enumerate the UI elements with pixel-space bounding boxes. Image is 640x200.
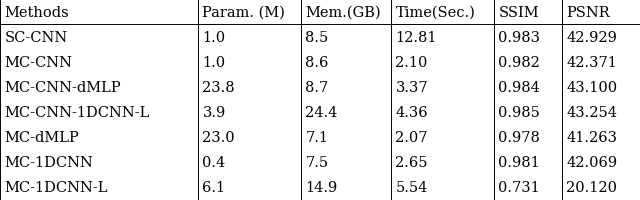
Text: 20.120: 20.120: [566, 181, 618, 194]
Text: 4.36: 4.36: [396, 106, 428, 119]
Text: Mem.(GB): Mem.(GB): [305, 6, 381, 19]
Text: 42.069: 42.069: [566, 156, 618, 169]
Text: 0.982: 0.982: [499, 56, 540, 69]
Text: 14.9: 14.9: [305, 181, 338, 194]
Text: 2.65: 2.65: [396, 156, 428, 169]
Text: 0.731: 0.731: [499, 181, 540, 194]
Text: 2.07: 2.07: [396, 131, 428, 144]
Text: SSIM: SSIM: [499, 6, 539, 19]
Text: 6.1: 6.1: [202, 181, 226, 194]
Text: MC-CNN: MC-CNN: [4, 56, 72, 69]
Text: 23.8: 23.8: [202, 81, 235, 94]
Text: MC-1DCNN: MC-1DCNN: [4, 156, 93, 169]
Text: MC-CNN-dMLP: MC-CNN-dMLP: [4, 81, 121, 94]
Text: Time(Sec.): Time(Sec.): [396, 6, 476, 19]
Text: 42.371: 42.371: [566, 56, 618, 69]
Text: 8.5: 8.5: [305, 31, 329, 44]
Text: 43.254: 43.254: [566, 106, 618, 119]
Text: 42.929: 42.929: [566, 31, 618, 44]
Text: 24.4: 24.4: [305, 106, 338, 119]
Text: 12.81: 12.81: [396, 31, 437, 44]
Text: 41.263: 41.263: [566, 131, 618, 144]
Text: 0.983: 0.983: [499, 31, 540, 44]
Text: MC-dMLP: MC-dMLP: [4, 131, 79, 144]
Text: 23.0: 23.0: [202, 131, 235, 144]
Text: 7.1: 7.1: [305, 131, 328, 144]
Text: 43.100: 43.100: [566, 81, 618, 94]
Text: 1.0: 1.0: [202, 31, 226, 44]
Text: Param. (M): Param. (M): [202, 6, 285, 19]
Text: 1.0: 1.0: [202, 56, 226, 69]
Text: 0.985: 0.985: [499, 106, 540, 119]
Text: 0.978: 0.978: [499, 131, 540, 144]
Text: 0.981: 0.981: [499, 156, 540, 169]
Text: 8.7: 8.7: [305, 81, 329, 94]
Text: 7.5: 7.5: [305, 156, 328, 169]
Text: 2.10: 2.10: [396, 56, 428, 69]
Text: 3.9: 3.9: [202, 106, 226, 119]
Text: MC-CNN-1DCNN-L: MC-CNN-1DCNN-L: [4, 106, 150, 119]
Text: 0.984: 0.984: [499, 81, 540, 94]
Text: Methods: Methods: [4, 6, 69, 19]
Text: 5.54: 5.54: [396, 181, 428, 194]
Text: 0.4: 0.4: [202, 156, 226, 169]
Text: 3.37: 3.37: [396, 81, 428, 94]
Text: 8.6: 8.6: [305, 56, 329, 69]
Text: SC-CNN: SC-CNN: [4, 31, 68, 44]
Text: MC-1DCNN-L: MC-1DCNN-L: [4, 181, 108, 194]
Text: PSNR: PSNR: [566, 6, 610, 19]
